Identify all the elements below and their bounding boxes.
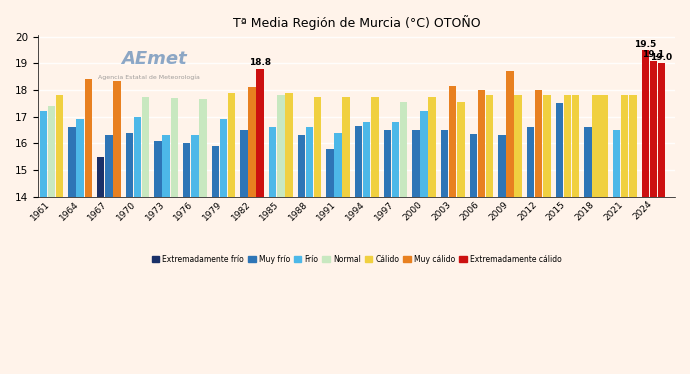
Bar [68, 127, 76, 197]
Bar [306, 127, 313, 197]
Bar [183, 143, 190, 197]
Bar [48, 106, 55, 197]
Bar [515, 95, 522, 197]
Text: 19.1: 19.1 [642, 50, 664, 59]
Bar [400, 102, 407, 197]
Text: 18.8: 18.8 [249, 58, 271, 67]
Bar [535, 90, 542, 197]
Bar [285, 93, 293, 197]
Bar [486, 95, 493, 197]
Bar [592, 95, 600, 197]
Bar [240, 130, 248, 197]
Bar [162, 135, 170, 197]
Bar [219, 119, 227, 197]
Bar [355, 126, 362, 197]
Bar [113, 81, 121, 197]
Bar [572, 95, 579, 197]
Bar [629, 95, 637, 197]
Bar [477, 90, 485, 197]
Bar [56, 95, 63, 197]
Bar [142, 96, 149, 197]
Bar [363, 122, 371, 197]
Bar [371, 96, 379, 197]
Bar [326, 149, 334, 197]
Bar [342, 96, 350, 197]
Bar [642, 50, 649, 197]
Bar [269, 127, 277, 197]
Bar [449, 86, 457, 197]
Bar [257, 69, 264, 197]
Bar [105, 135, 112, 197]
Text: Agencia Estatal de Meteorología: Agencia Estatal de Meteorología [99, 74, 200, 80]
Bar [191, 135, 199, 197]
Bar [600, 95, 608, 197]
Bar [498, 135, 506, 197]
Bar [384, 130, 391, 197]
Bar [228, 93, 235, 197]
Bar [85, 79, 92, 197]
Bar [314, 96, 322, 197]
Bar [335, 133, 342, 197]
Bar [392, 122, 399, 197]
Bar [613, 130, 620, 197]
Bar [658, 63, 665, 197]
Bar [527, 127, 534, 197]
Bar [97, 157, 104, 197]
Title: Tª Media Región de Murcia (°C) OTOÑO: Tª Media Región de Murcia (°C) OTOÑO [233, 15, 480, 30]
Bar [506, 71, 514, 197]
Bar [77, 119, 84, 197]
Bar [199, 99, 206, 197]
Bar [170, 98, 178, 197]
Bar [248, 87, 256, 197]
Bar [212, 146, 219, 197]
Bar [457, 102, 464, 197]
Bar [155, 141, 161, 197]
Bar [441, 130, 449, 197]
Text: 19.0: 19.0 [651, 53, 673, 62]
Bar [543, 95, 551, 197]
Legend: Extremadamente frío, Muy frío, Frío, Normal, Cálido, Muy cálido, Extremadamente : Extremadamente frío, Muy frío, Frío, Nor… [148, 252, 564, 267]
Text: AEmet: AEmet [121, 50, 186, 68]
Bar [564, 95, 571, 197]
Bar [134, 117, 141, 197]
Bar [621, 95, 629, 197]
Bar [428, 96, 436, 197]
Bar [584, 127, 591, 197]
Bar [39, 111, 47, 197]
Bar [470, 134, 477, 197]
Bar [277, 95, 284, 197]
Bar [297, 135, 305, 197]
Bar [412, 130, 420, 197]
Bar [650, 61, 657, 197]
Bar [126, 133, 133, 197]
Text: 19.5: 19.5 [634, 40, 656, 49]
Bar [555, 103, 563, 197]
Bar [420, 111, 428, 197]
